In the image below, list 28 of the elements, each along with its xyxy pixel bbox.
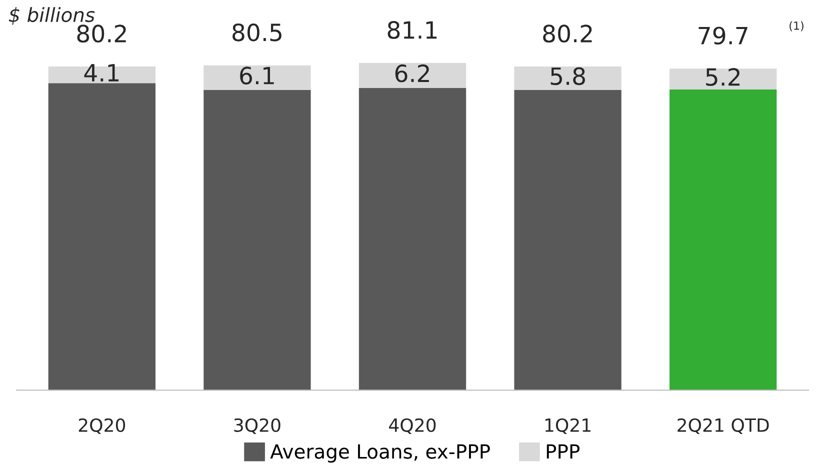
total-label: 80.2: [77, 24, 126, 43]
data-label: 6.2: [395, 64, 429, 82]
bar: [514, 66, 622, 90]
data-label: 5.2: [706, 68, 740, 86]
legend-label: Average Loans, ex-PPP: [270, 444, 490, 463]
bar: [670, 90, 777, 390]
bar: [204, 65, 311, 90]
chart-title: $ billions: [8, 7, 95, 25]
total-label: 80.2: [543, 24, 592, 43]
total-label: 79.7: [698, 26, 748, 45]
bar: [48, 83, 156, 390]
x-tick-label: 2Q21 QTD: [678, 418, 769, 434]
bar: [514, 90, 622, 390]
data-label: 6.1: [240, 66, 274, 85]
x-tick-label: 4Q20: [389, 418, 436, 434]
total-label: 81.1: [388, 21, 437, 39]
bar: [670, 68, 777, 90]
x-tick-label: 1Q21: [545, 418, 590, 434]
bar: [204, 90, 311, 390]
bar: [358, 88, 466, 390]
total-label: 80.5: [232, 23, 282, 42]
text: (1): [790, 21, 804, 32]
x-tick-label: 3Q20: [234, 418, 280, 434]
data-label: 4.1: [84, 64, 119, 82]
bar: [358, 62, 466, 88]
data-label: 5.8: [550, 67, 585, 86]
x-tick-label: 2Q20: [78, 418, 126, 434]
legend-label: PPP: [546, 444, 580, 459]
